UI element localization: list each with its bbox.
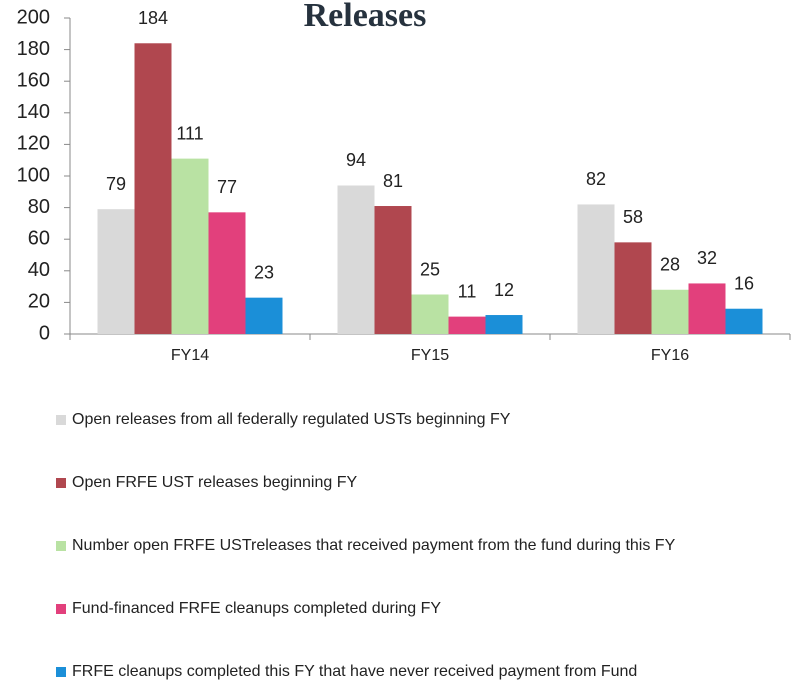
value-label: 32 (697, 248, 717, 268)
bar (245, 297, 283, 334)
y-tick-label: 160 (17, 69, 50, 91)
legend-label: FRFE cleanups completed this FY that hav… (72, 663, 637, 680)
value-label: 82 (586, 169, 606, 189)
y-tick-label: 20 (28, 291, 50, 313)
value-label: 25 (420, 259, 440, 279)
value-label: 184 (138, 8, 168, 28)
y-tick-label: 120 (17, 133, 50, 155)
legend-swatch (56, 604, 66, 614)
bar (97, 209, 135, 334)
value-label: 16 (734, 273, 754, 293)
chart-title: Releases (304, 0, 427, 34)
y-tick-label: 60 (28, 227, 50, 249)
y-tick-label: 180 (17, 38, 50, 60)
bar (651, 289, 689, 334)
bar (134, 43, 172, 334)
bar (448, 316, 486, 334)
bar (208, 212, 246, 334)
legend-label: Number open FRFE USTreleases that receiv… (72, 537, 676, 554)
legend-swatch (56, 667, 66, 677)
y-tick-label: 0 (39, 322, 50, 344)
bar (374, 206, 412, 334)
legend-swatch (56, 541, 66, 551)
value-label: 12 (494, 280, 514, 300)
value-label: 11 (458, 281, 477, 301)
bar (614, 242, 652, 334)
value-label: 79 (106, 174, 126, 194)
x-tick-label: FY15 (411, 347, 449, 364)
y-tick-label: 140 (17, 101, 50, 123)
value-label: 111 (176, 123, 203, 143)
bar (688, 283, 726, 334)
y-tick-label: 200 (17, 6, 50, 28)
bar (485, 315, 523, 334)
value-label: 94 (346, 150, 366, 170)
x-tick-label: FY16 (651, 347, 689, 364)
bar (725, 308, 763, 334)
value-label: 28 (660, 255, 680, 275)
y-tick-label: 80 (28, 196, 50, 218)
bar (337, 185, 375, 334)
legend-label: Open releases from all federally regulat… (72, 411, 511, 428)
x-tick-label: FY14 (171, 347, 209, 364)
value-label: 23 (254, 262, 274, 282)
bar (577, 204, 615, 334)
legend-label: Open FRFE UST releases beginning FY (72, 474, 358, 491)
legend-swatch (56, 478, 66, 488)
bar (411, 294, 449, 334)
legend-swatch (56, 415, 66, 425)
value-label: 77 (217, 177, 237, 197)
bar (171, 158, 209, 334)
y-tick-label: 100 (17, 164, 50, 186)
legend-label: Fund-financed FRFE cleanups completed du… (72, 600, 441, 617)
value-label: 81 (383, 171, 403, 191)
value-label: 58 (623, 207, 643, 227)
y-tick-label: 40 (28, 259, 50, 281)
